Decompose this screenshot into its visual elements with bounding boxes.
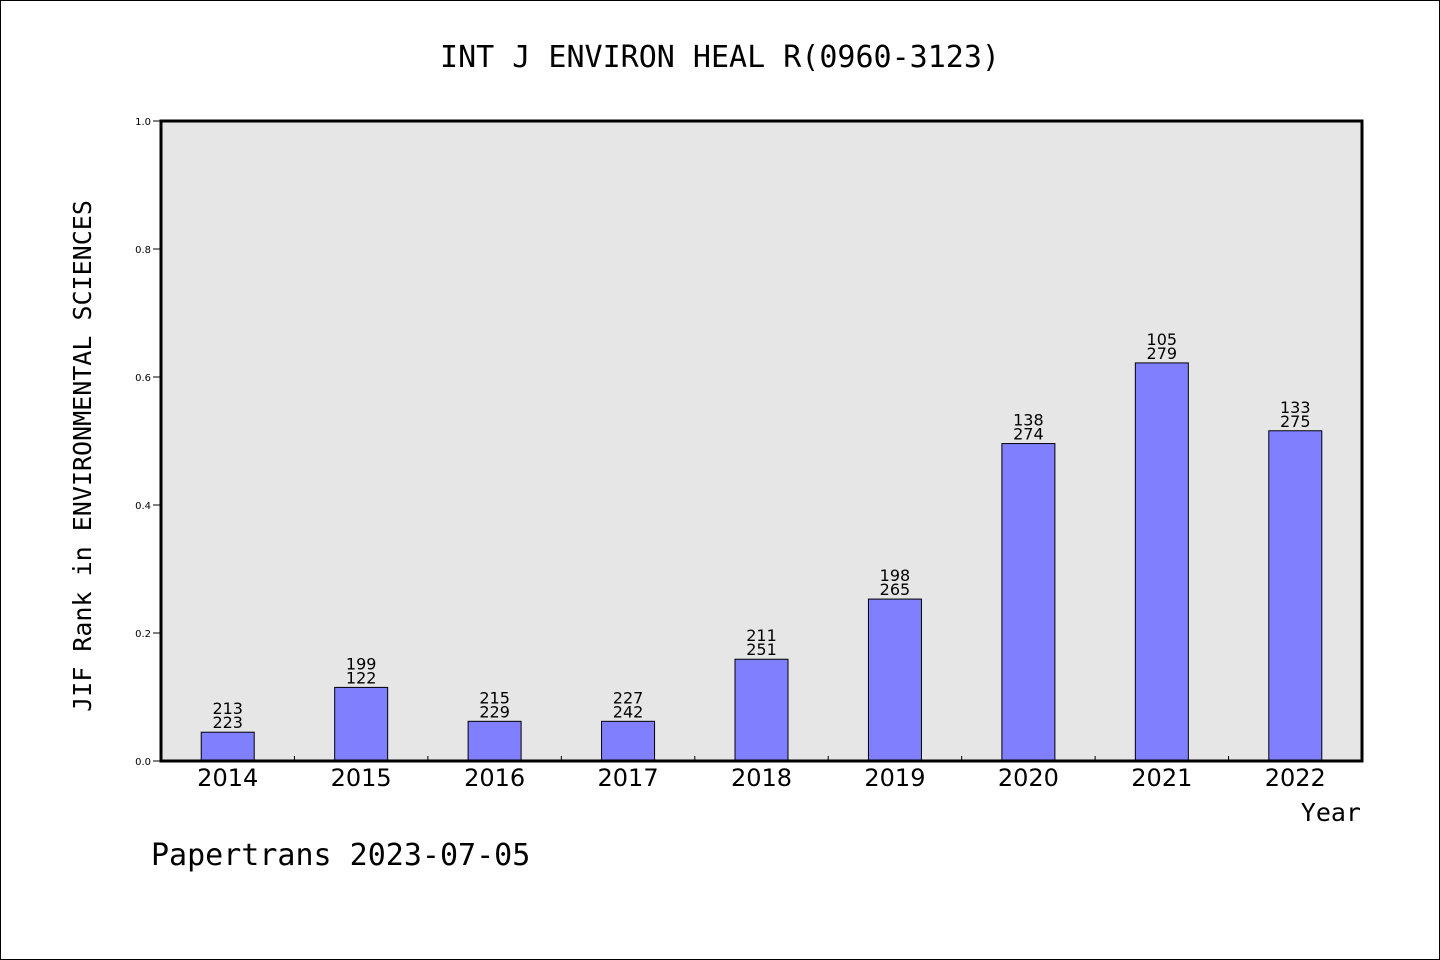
x-tick-label-2017: 2017: [598, 764, 659, 792]
bar-label-bottom-2019: 265: [880, 580, 911, 599]
bar-2017: [601, 720, 656, 762]
y-axis-ticks: 0.0 0.2 0.4 0.6 0.8 1.0: [135, 117, 161, 768]
bar-label-top-2022: 133: [1280, 398, 1311, 417]
bars-layer: [200, 362, 1323, 762]
bar-label-bottom-2018: 251: [746, 640, 777, 659]
bar-2018: [734, 658, 789, 762]
y-tick-label: 0.8: [135, 245, 151, 256]
x-tick-label-2016: 2016: [464, 764, 525, 792]
x-tick-label-2021: 2021: [1131, 764, 1192, 792]
bar-label-top-2018: 211: [746, 626, 777, 645]
bar-label-top-2020: 138: [1013, 411, 1044, 430]
y-tick-label: 0.4: [135, 501, 151, 512]
bar-label-bottom-2022: 275: [1280, 412, 1311, 431]
bar-label-top-2015: 199: [346, 654, 377, 673]
x-axis-label: Year: [1301, 798, 1361, 827]
bar-2019: [867, 598, 922, 762]
x-tick-label-2015: 2015: [331, 764, 392, 792]
bar-label-bottom-2021: 279: [1147, 344, 1178, 363]
bar-label-top-2021: 105: [1147, 330, 1178, 349]
bar-2016: [467, 720, 522, 762]
footer-credit: Papertrans 2023-07-05: [151, 838, 530, 873]
bar-label-top-2016: 215: [479, 688, 510, 707]
bar-labels-layer: 2132231991222152292272422112511982651382…: [212, 330, 1310, 732]
y-tick-label: 0.2: [135, 629, 151, 640]
x-axis-ticks: 2014 2015 2016 2017 2018 2019 2020 2021 2022: [197, 756, 1326, 792]
bar-label-bottom-2017: 242: [613, 702, 644, 721]
x-tick-label-2018: 2018: [731, 764, 792, 792]
chart-title: INT J ENVIRON HEAL R(0960-3123): [440, 40, 1000, 75]
y-axis-label: JIF Rank in ENVIRONMENTAL SCIENCES: [68, 200, 97, 712]
bar-label-top-2017: 227: [613, 688, 644, 707]
y-tick-label: 0.6: [135, 373, 151, 384]
bar-label-bottom-2016: 229: [479, 702, 510, 721]
y-tick-label: 0.0: [135, 757, 151, 768]
bar-label-top-2014: 213: [212, 699, 243, 718]
bar-2014: [200, 731, 255, 762]
x-tick-label-2020: 2020: [998, 764, 1059, 792]
bar-label-bottom-2015: 122: [346, 668, 377, 687]
bar-2020: [1001, 443, 1056, 762]
plot-border: [159, 119, 1364, 763]
x-tick-label-2014: 2014: [197, 764, 258, 792]
x-tick-label-2022: 2022: [1265, 764, 1326, 792]
bar-label-top-2019: 198: [880, 566, 911, 585]
bar-label-bottom-2014: 223: [212, 713, 243, 732]
x-tick-label-2019: 2019: [864, 764, 925, 792]
y-tick-label: 1.0: [135, 117, 151, 128]
bar-2015: [334, 686, 389, 762]
bar-label-bottom-2020: 274: [1013, 425, 1044, 444]
bar-2022: [1268, 430, 1323, 762]
bar-2021: [1134, 362, 1189, 762]
